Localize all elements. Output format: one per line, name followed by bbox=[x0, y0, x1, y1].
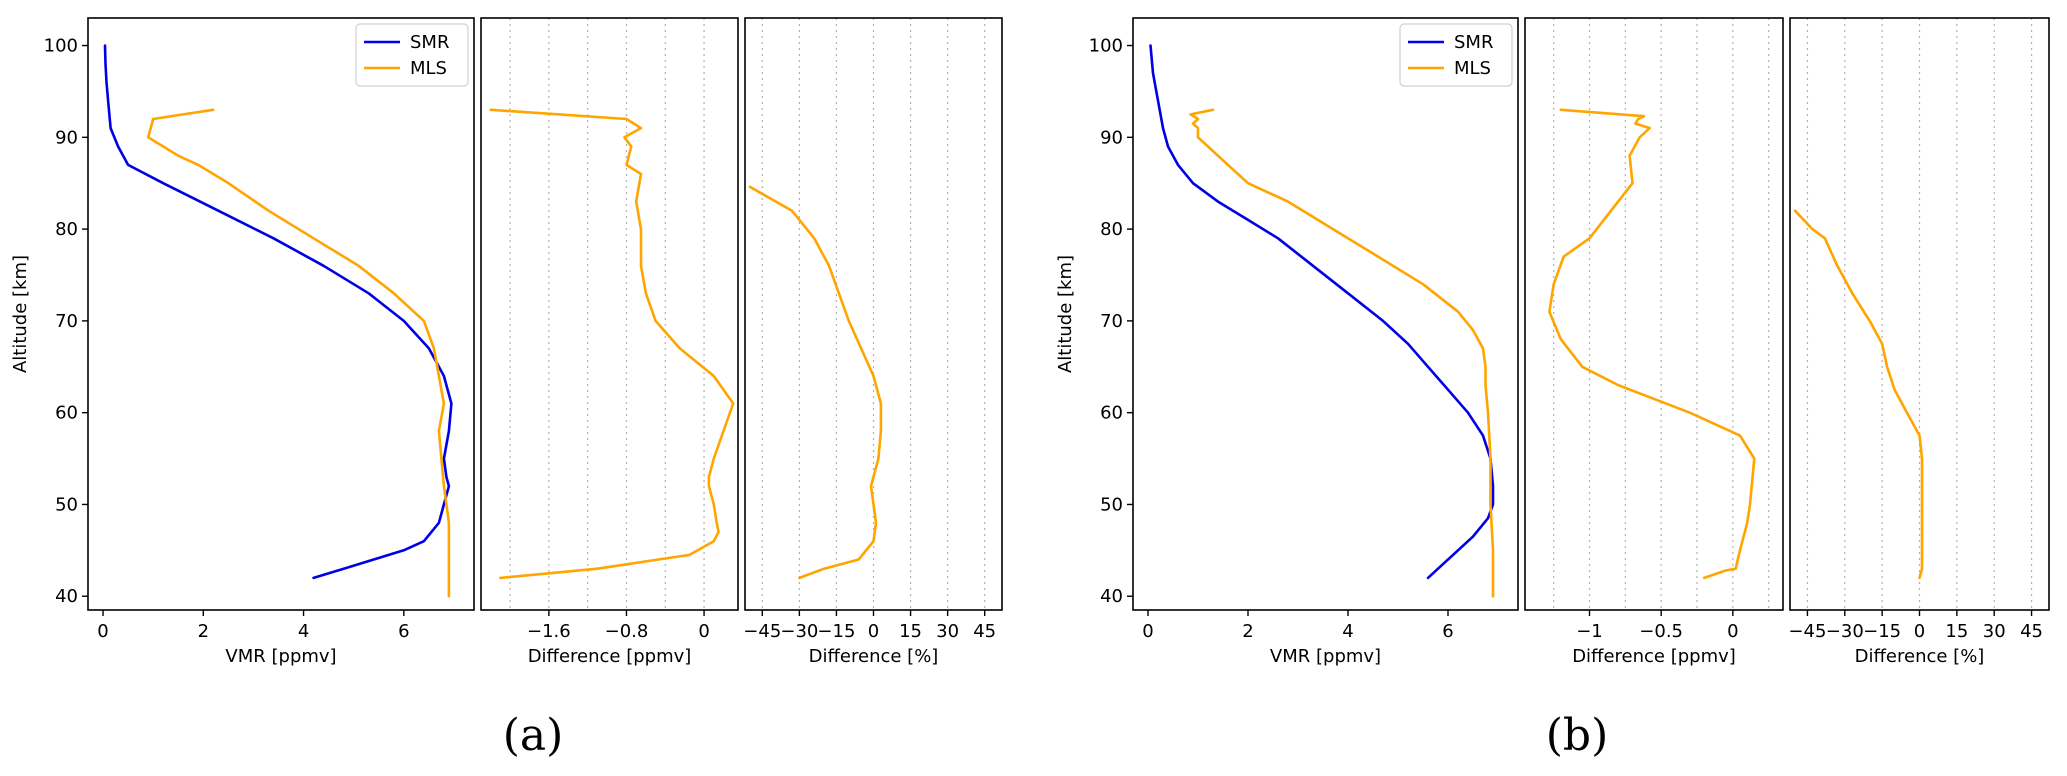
series-line-mls bbox=[1189, 108, 1495, 598]
x-tick-label: 6 bbox=[398, 621, 409, 642]
x-axis-label: Difference [%] bbox=[1855, 646, 1985, 667]
series-line-mls bbox=[748, 185, 883, 580]
plot-frame bbox=[1132, 17, 1519, 611]
legend-label-mls: MLS bbox=[1454, 58, 1491, 79]
x-tick-label: −15 bbox=[817, 621, 855, 642]
y-axis-label: Altitude [km] bbox=[1055, 255, 1076, 373]
x-tick-label: 0 bbox=[1727, 621, 1738, 642]
x-tick-label: 0 bbox=[868, 621, 879, 642]
chart-a-3: −45 −30 −15 0 15 30 45 Difference [%] bbox=[743, 17, 1003, 667]
x-tick-label: −45 bbox=[743, 621, 781, 642]
panel-caption-b: (b) bbox=[1546, 710, 1609, 761]
panel-caption-a: (a) bbox=[503, 710, 564, 761]
y-tick-label: 60 bbox=[55, 403, 78, 424]
y-tick-label: 40 bbox=[55, 586, 78, 607]
chart-a-1: 0 2 4 6 VMR [ppmv] 40 50 60 70 80 90 100 Altitude [k… bbox=[10, 17, 475, 667]
y-tick-label: 90 bbox=[55, 127, 78, 148]
legend-box bbox=[355, 23, 469, 87]
x-tick-label: 4 bbox=[1342, 621, 1353, 642]
y-tick-label: 50 bbox=[55, 494, 78, 515]
y-tick-label: 80 bbox=[55, 219, 78, 240]
plot-frame bbox=[1524, 17, 1784, 611]
series-line-mls bbox=[1548, 108, 1756, 580]
x-tick-label: 0 bbox=[97, 621, 108, 642]
series-line-mls bbox=[146, 108, 451, 598]
x-axis-label: Difference [%] bbox=[809, 646, 939, 667]
series-line-smr bbox=[1149, 44, 1495, 580]
y-tick-label: 60 bbox=[1100, 403, 1123, 424]
y-tick-label: 70 bbox=[55, 311, 78, 332]
chart-b-2: −1 −0.5 0 Difference [ppmv] bbox=[1524, 17, 1784, 667]
legend: SMR MLS bbox=[355, 23, 469, 87]
series-line-smr bbox=[103, 44, 453, 580]
chart-b-1: 0 2 4 6 VMR [ppmv] 40 50 60 70 80 90 100 Altitude [k… bbox=[1055, 17, 1519, 667]
x-tick-label: −1.6 bbox=[527, 621, 571, 642]
x-axis-label: VMR [ppmv] bbox=[1270, 646, 1381, 667]
legend-label-mls: MLS bbox=[410, 58, 447, 79]
x-tick-label: 0 bbox=[698, 621, 709, 642]
x-tick-label: 30 bbox=[936, 621, 959, 642]
x-axis-label: Difference [ppmv] bbox=[1572, 646, 1736, 667]
legend: SMR MLS bbox=[1399, 23, 1513, 87]
legend-label-smr: SMR bbox=[1454, 32, 1493, 53]
plot-frame bbox=[480, 17, 739, 611]
y-tick-label: 100 bbox=[44, 36, 78, 57]
y-tick-label: 80 bbox=[1100, 219, 1123, 240]
x-tick-label: 2 bbox=[198, 621, 209, 642]
y-axis-label: Altitude [km] bbox=[10, 255, 31, 373]
x-tick-label: 0 bbox=[1142, 621, 1153, 642]
x-tick-label: −45 bbox=[1788, 621, 1826, 642]
series-line-mls bbox=[489, 108, 735, 580]
y-tick-label: 100 bbox=[1089, 36, 1123, 57]
x-tick-label: −30 bbox=[780, 621, 818, 642]
chart-a-2: −1.6 −0.8 0 Difference [ppmv] bbox=[480, 17, 739, 667]
x-tick-label: 30 bbox=[1983, 621, 2006, 642]
x-tick-label: 0 bbox=[1914, 621, 1925, 642]
x-tick-label: −0.8 bbox=[605, 621, 649, 642]
x-tick-label: 45 bbox=[2020, 621, 2043, 642]
x-axis-label: VMR [ppmv] bbox=[225, 646, 336, 667]
x-tick-label: 4 bbox=[298, 621, 309, 642]
y-tick-label: 70 bbox=[1100, 311, 1123, 332]
legend-label-smr: SMR bbox=[410, 32, 449, 53]
x-tick-label: −15 bbox=[1863, 621, 1901, 642]
x-tick-label: 45 bbox=[973, 621, 996, 642]
y-tick-label: 90 bbox=[1100, 127, 1123, 148]
series-line-mls bbox=[1793, 209, 1924, 580]
y-tick-label: 40 bbox=[1100, 586, 1123, 607]
legend-box bbox=[1399, 23, 1513, 87]
x-tick-label: −0.5 bbox=[1639, 621, 1683, 642]
x-tick-label: −1 bbox=[1576, 621, 1603, 642]
plot-frame bbox=[87, 17, 475, 611]
chart-b-3: −45 −30 −15 0 15 30 45 Difference [%] bbox=[1788, 17, 2050, 667]
x-tick-label: 15 bbox=[1945, 621, 1968, 642]
x-tick-label: 6 bbox=[1442, 621, 1453, 642]
x-axis-label: Difference [ppmv] bbox=[528, 646, 692, 667]
x-tick-label: 2 bbox=[1242, 621, 1253, 642]
x-tick-label: −30 bbox=[1826, 621, 1864, 642]
y-tick-label: 50 bbox=[1100, 494, 1123, 515]
x-tick-label: 15 bbox=[899, 621, 922, 642]
